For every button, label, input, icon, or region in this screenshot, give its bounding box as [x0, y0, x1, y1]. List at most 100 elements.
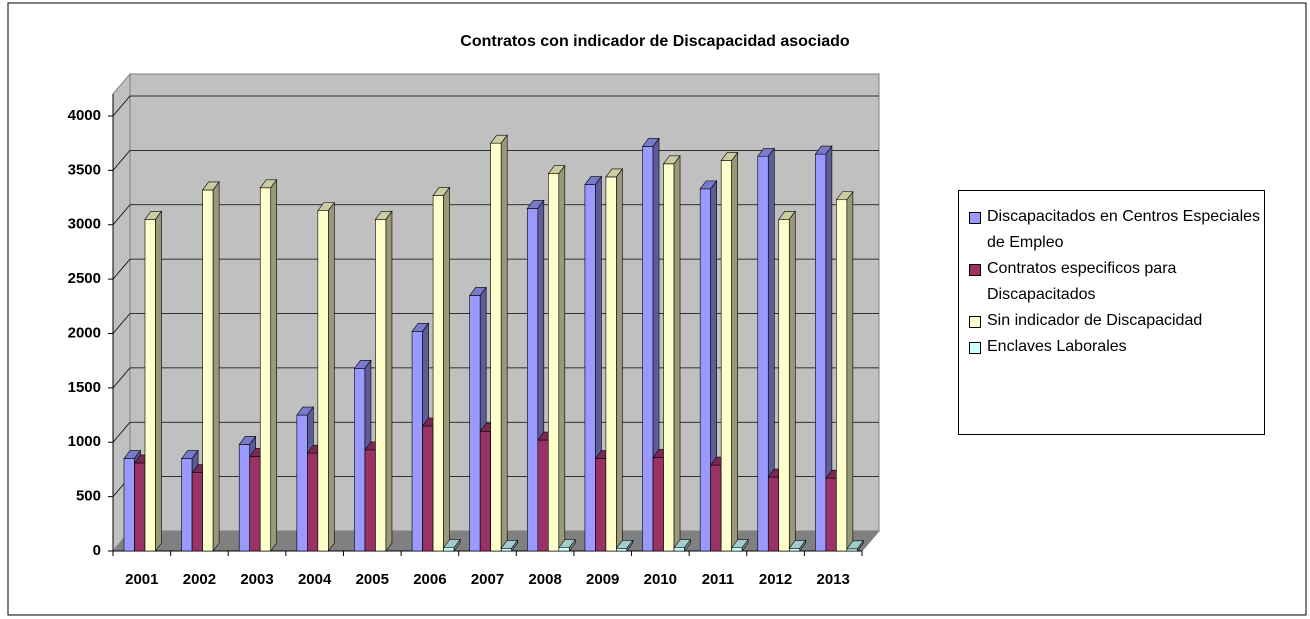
- grid-line: [112, 204, 131, 226]
- bar-front: [181, 458, 193, 552]
- grid-line: [112, 150, 131, 171]
- bar: [144, 210, 163, 552]
- bar-front: [134, 462, 146, 552]
- bar-front: [673, 547, 685, 552]
- bar-front: [652, 457, 664, 552]
- bar-front: [479, 431, 491, 552]
- legend-label: Sin indicador de Discapacidad: [987, 312, 1203, 329]
- bar-front: [778, 219, 790, 552]
- bar: [558, 538, 576, 552]
- bar-front: [202, 189, 214, 552]
- bar-side: [328, 201, 335, 552]
- bar-front: [191, 472, 203, 552]
- x-tick-label: 2011: [702, 571, 735, 588]
- bar: [662, 154, 681, 552]
- bar: [374, 210, 393, 552]
- bar-front: [699, 188, 711, 552]
- y-tick-label: 4000: [68, 107, 101, 124]
- bar-front: [490, 142, 502, 552]
- legend-swatch: [969, 316, 981, 328]
- bar-side: [626, 539, 634, 552]
- bar-front: [642, 146, 654, 552]
- bar-front: [616, 547, 628, 552]
- x-tick-label: 2007: [471, 571, 504, 588]
- bar-front: [757, 155, 769, 552]
- bar: [442, 538, 461, 552]
- bar-side: [684, 538, 691, 552]
- grid-line: [112, 258, 131, 280]
- bar-front: [527, 208, 539, 552]
- x-tick-label: 2002: [183, 571, 216, 588]
- bar-front: [815, 153, 827, 552]
- bar-side: [558, 164, 566, 552]
- x-tick-label: 2003: [240, 571, 273, 588]
- legend-swatch: [969, 342, 981, 354]
- x-tick-label: 2012: [759, 571, 792, 588]
- bar-front: [720, 160, 732, 552]
- x-tick-label: 2008: [528, 571, 561, 588]
- legend-label: Discapacitados en Centros Especiales de …: [987, 208, 1261, 251]
- bar-side: [857, 539, 864, 552]
- y-tick-label: 2500: [68, 270, 101, 287]
- bar: [547, 164, 566, 552]
- bar-front: [595, 458, 607, 552]
- grid-line: [112, 95, 131, 117]
- bar-front: [558, 547, 570, 552]
- bar-side: [453, 538, 461, 552]
- y-tick-label: 0: [93, 542, 101, 559]
- bar: [259, 178, 278, 552]
- bar-front: [238, 444, 251, 552]
- x-tick-label: 2013: [817, 571, 850, 588]
- x-tick-label: 2006: [413, 571, 446, 588]
- bar: [615, 539, 634, 552]
- bar-front: [249, 456, 261, 552]
- bar-front: [584, 184, 596, 552]
- bar-side: [731, 151, 738, 552]
- x-tick-label: 2010: [644, 571, 677, 588]
- bar: [673, 538, 692, 552]
- bar-side: [500, 134, 508, 552]
- bar-front: [144, 219, 156, 552]
- bar-front: [731, 547, 743, 552]
- bar-side: [788, 210, 796, 552]
- bar-side: [385, 210, 393, 552]
- bar-front: [500, 547, 512, 552]
- bar-front: [836, 199, 848, 552]
- bar-side: [212, 181, 220, 552]
- bar-front: [710, 464, 722, 552]
- y-tick-label: 3500: [68, 161, 101, 178]
- bar-side: [443, 186, 450, 552]
- bar-side: [270, 178, 278, 552]
- bar-front: [296, 414, 308, 552]
- grid-line: [112, 313, 131, 334]
- legend: Discapacitados en Centros Especiales de …: [958, 190, 1265, 435]
- bar: [835, 190, 854, 552]
- bar-front: [123, 458, 135, 552]
- bar-side: [511, 539, 518, 552]
- grid-line: [112, 367, 131, 389]
- bar-front: [537, 439, 549, 552]
- bar-front: [432, 195, 444, 552]
- legend-swatch: [969, 264, 981, 276]
- x-tick-label: 2001: [125, 571, 158, 588]
- bar-side: [846, 190, 854, 552]
- legend-item: Sin indicador de Discapacidad: [969, 308, 1264, 334]
- legend-item: Contratos especificos para Discapacitado…: [969, 256, 1264, 308]
- legend-label: Contratos especificos para Discapacitado…: [987, 260, 1177, 303]
- bar-front: [605, 176, 617, 552]
- bar-side: [616, 167, 623, 552]
- legend-item: Discapacitados en Centros Especiales de …: [969, 204, 1264, 256]
- legend-item: Enclaves Laborales: [969, 334, 1264, 360]
- bar-front: [548, 173, 560, 552]
- bar-front: [825, 477, 837, 552]
- bar-side: [799, 539, 807, 552]
- bar: [788, 539, 807, 552]
- bar: [202, 181, 220, 552]
- bar-side: [673, 154, 681, 552]
- grid-line: [112, 421, 131, 443]
- bar: [490, 134, 508, 552]
- y-tick-label: 3000: [68, 216, 101, 233]
- bar-front: [317, 210, 329, 552]
